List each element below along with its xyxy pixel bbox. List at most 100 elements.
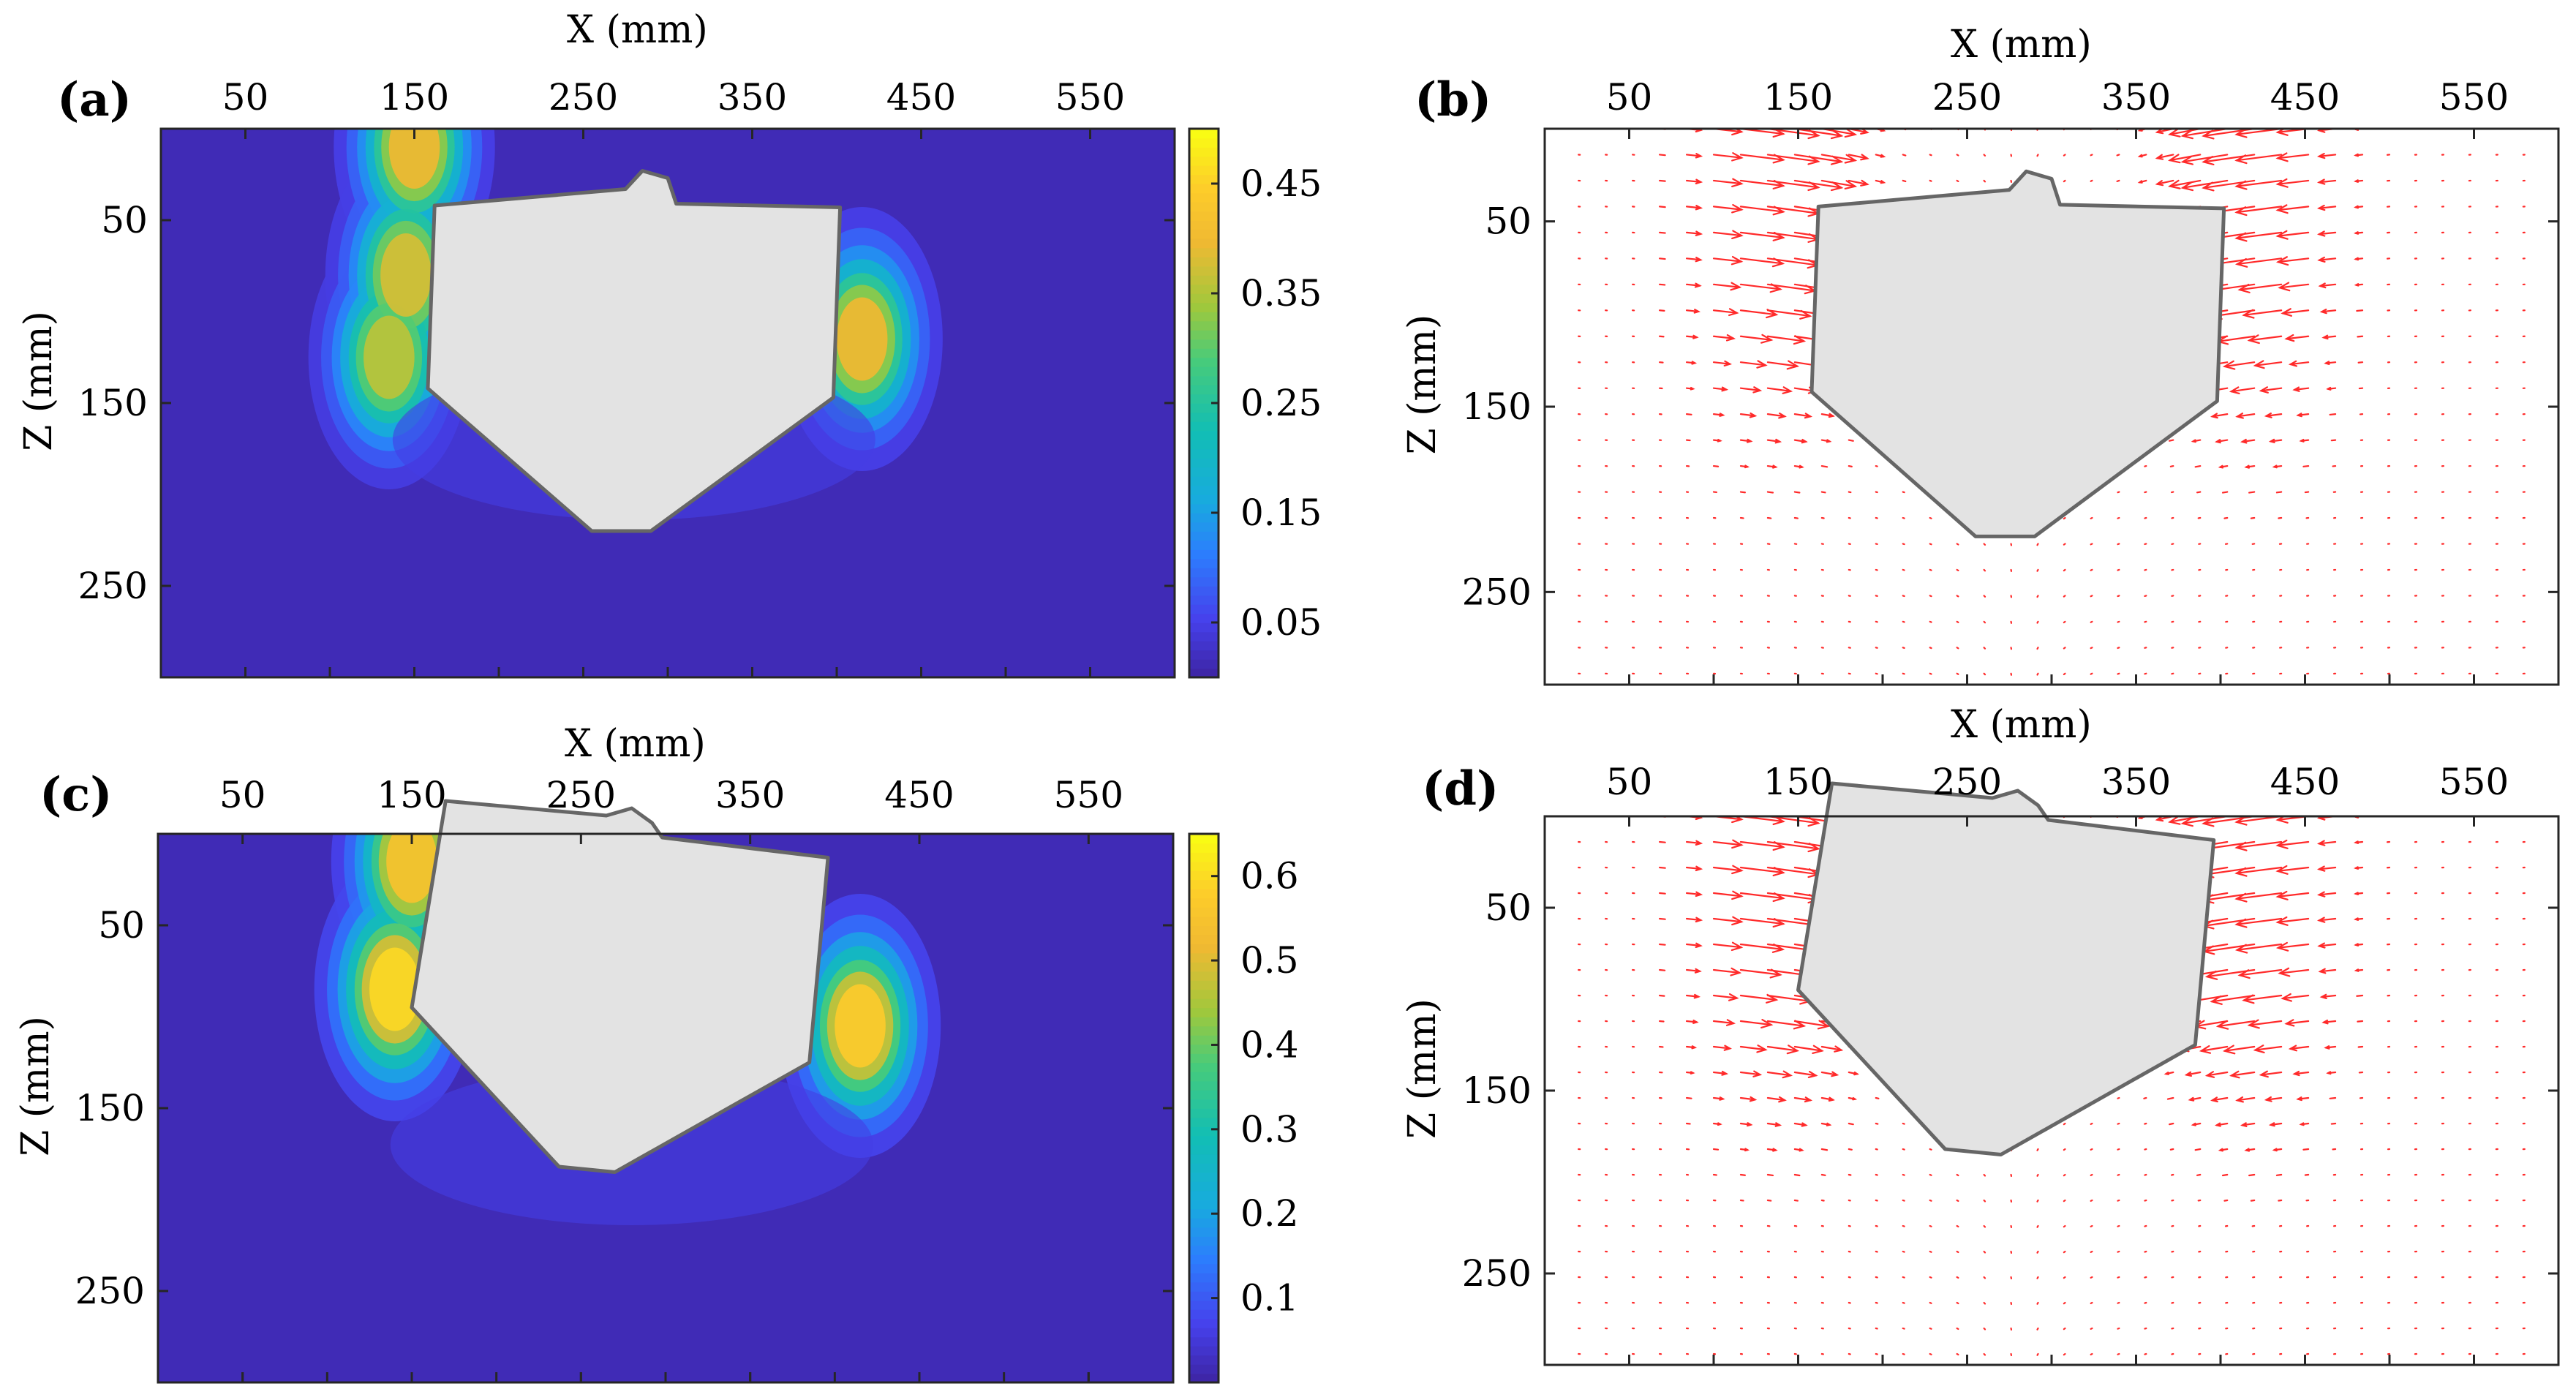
quiver-arrow xyxy=(2184,1071,2202,1077)
quiver-arrow xyxy=(2275,916,2310,926)
quiver-arrow xyxy=(2259,386,2283,394)
quiver-arrow xyxy=(2063,543,2066,546)
colorbar-segment xyxy=(1189,1200,1219,1210)
quiver-arrow xyxy=(2357,1020,2364,1023)
quiver-arrow xyxy=(2144,464,2147,467)
quiver-arrow xyxy=(2063,595,2066,598)
colorbar-segment xyxy=(1189,266,1219,276)
x-tick-label: 550 xyxy=(2439,761,2509,803)
quiver-arrow xyxy=(1902,543,1905,546)
colorbar-segment xyxy=(1189,1300,1219,1310)
colorbar-segment xyxy=(1189,944,1219,954)
colorbar-segment xyxy=(1189,312,1219,322)
panel-d: 50 150 250 350 450 550 50 150 250 X (mm) Z (mm) (d) xyxy=(1401,703,2560,1366)
x-tick-label: 150 xyxy=(1763,76,1833,118)
colorbar-segment xyxy=(1189,1181,1219,1192)
quiver-arrow xyxy=(2278,967,2310,977)
quiver-arrow xyxy=(1956,647,1959,650)
quiver-arrow xyxy=(1712,203,1744,214)
quiver-arrow xyxy=(1658,309,1665,312)
colorbar-segment xyxy=(1189,834,1219,844)
quiver-arrow xyxy=(1793,1020,1831,1030)
quiver-arrow xyxy=(1658,892,1666,895)
quiver-arrow xyxy=(2063,1276,2066,1279)
quiver-arrow xyxy=(1820,154,1858,164)
quiver-arrow xyxy=(1848,439,1854,442)
quiver-arrow xyxy=(1685,153,1703,159)
quiver-arrow xyxy=(1739,386,1763,394)
colorbar-segment xyxy=(1189,1346,1219,1356)
x-tick-label: 450 xyxy=(2270,76,2340,118)
heatmap-hotspot xyxy=(386,834,437,903)
colorbar-segment xyxy=(1189,348,1219,358)
quiver-arrow xyxy=(1658,943,1666,946)
colorbar-segment xyxy=(1189,934,1219,944)
colorbar-segment xyxy=(1189,558,1219,568)
colorbar: 0.45 0.35 0.25 0.15 0.05 xyxy=(1188,127,1322,679)
colorbar-tick-label: 0.35 xyxy=(1240,272,1322,315)
colorbar-segment xyxy=(1189,458,1219,468)
colorbar-segment xyxy=(1189,870,1219,881)
quiver-arrow xyxy=(2319,993,2337,999)
colorbar-segment xyxy=(1189,531,1219,541)
quiver-arrow xyxy=(2223,1199,2229,1202)
quiver-arrow xyxy=(2242,994,2283,1004)
heatmap-hotspot xyxy=(364,315,415,399)
x-tick-label: 50 xyxy=(1606,76,1653,118)
quiver-arrow xyxy=(2036,154,2039,157)
colorbar-segment xyxy=(1189,1218,1219,1228)
quiver-arrow xyxy=(1712,230,1744,240)
quiver-arrow xyxy=(2354,205,2364,209)
quiver-arrow xyxy=(2144,1148,2147,1151)
colorbar-segment xyxy=(1189,1044,1219,1054)
colorbar-segment xyxy=(1189,1273,1219,1283)
quiver-arrow xyxy=(2288,360,2310,367)
quiver-arrow xyxy=(2117,568,2120,571)
quiver-arrow xyxy=(1712,967,1742,976)
quiver-arrow xyxy=(1902,568,1905,571)
y-tick-label: 250 xyxy=(1462,1252,1532,1295)
quiver-arrow xyxy=(1929,647,1932,650)
colorbar-segment xyxy=(1189,247,1219,257)
quiver-arrow xyxy=(2117,1276,2120,1279)
quiver-arrow xyxy=(1902,491,1905,494)
quiver-arrow xyxy=(1766,516,1772,519)
quiver-arrow xyxy=(2278,282,2310,292)
quiver-arrow xyxy=(2180,816,2229,827)
panel-label: (a) xyxy=(57,72,132,127)
quiver-arrow xyxy=(2191,1122,2202,1126)
colorbar-segment xyxy=(1189,641,1219,651)
quiver-arrow xyxy=(2354,968,2364,972)
x-tick-label: 150 xyxy=(377,774,446,816)
colorbar-segment xyxy=(1189,302,1219,312)
x-tick-label: 250 xyxy=(1932,761,2002,803)
quiver-arrow xyxy=(1820,413,1835,418)
heatmap-hotspot xyxy=(836,297,888,381)
quiver-arrow xyxy=(2063,1199,2066,1203)
quiver-arrow xyxy=(1712,839,1744,849)
quiver-arrow xyxy=(1685,386,1695,391)
colorbar-segment xyxy=(1189,275,1219,285)
y-tick-label: 250 xyxy=(75,1270,145,1312)
quiver-arrow xyxy=(2063,516,2066,520)
x-axis-label: X (mm) xyxy=(1951,703,2092,747)
quiver-arrow xyxy=(2318,968,2337,974)
quiver-arrow xyxy=(2275,839,2310,849)
quiver-arrow xyxy=(2319,308,2337,315)
quiver-arrow xyxy=(1793,516,1799,519)
quiver-arrow xyxy=(2117,1327,2120,1330)
quiver-arrow xyxy=(2117,1199,2120,1202)
colorbar-segment xyxy=(1189,513,1219,523)
quiver-arrow xyxy=(1766,1070,1793,1079)
quiver-arrow xyxy=(1848,1096,1858,1101)
quiver-arrow xyxy=(1766,412,1787,419)
quiver-arrow xyxy=(1685,256,1703,263)
colorbar-tick-label: 0.5 xyxy=(1240,939,1299,982)
panel-label: (c) xyxy=(39,767,113,822)
quiver-arrow xyxy=(1766,1122,1782,1127)
quiver-arrow xyxy=(2063,1327,2066,1331)
quiver-arrow xyxy=(1766,309,1812,320)
quiver-arrow xyxy=(2321,1019,2337,1025)
x-axis-label: X (mm) xyxy=(565,722,706,766)
quiver-arrow xyxy=(1712,282,1742,291)
